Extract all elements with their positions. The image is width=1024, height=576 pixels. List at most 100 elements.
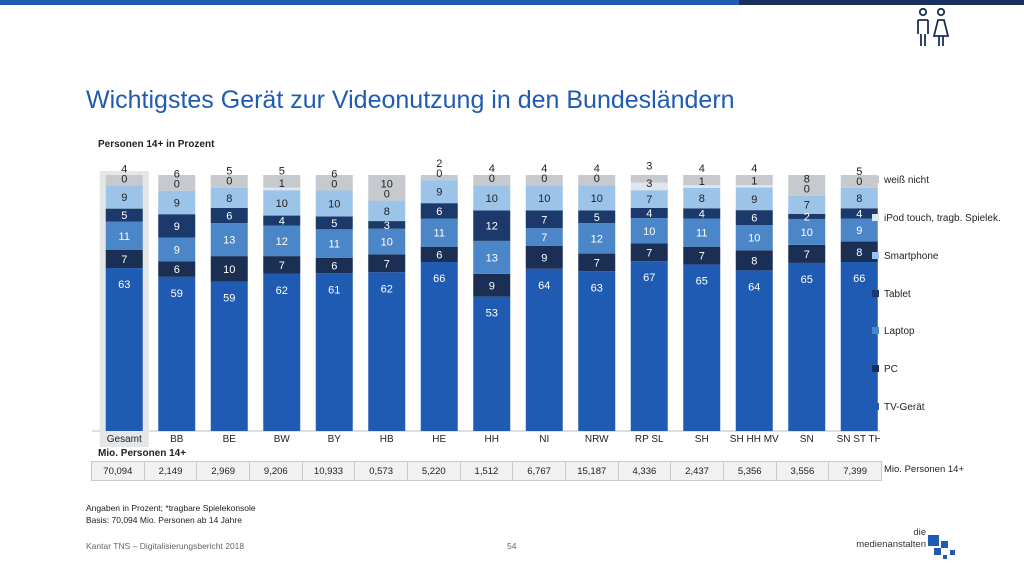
- bar-segment-laptop-nrw: [578, 223, 616, 254]
- bar-segment-tv-ger-t-sh: [683, 264, 721, 431]
- data-label-tv-ger-t-hh: 53: [486, 308, 498, 320]
- x-tick-label-sn-st-th: SN ST TH: [837, 434, 880, 445]
- data-label-pc-by: 6: [331, 261, 337, 273]
- bar-segment-ipod-touch-tragb-spielek-bw: [263, 187, 301, 191]
- data-label-wei-nicht-gesamt: 4: [121, 163, 127, 175]
- data-label-tablet-he: 6: [436, 206, 442, 218]
- bar-segment-tablet-bb: [158, 214, 196, 238]
- data-label-tablet-rp-sl: 4: [646, 208, 652, 220]
- data-label-laptop-ni: 7: [541, 232, 547, 244]
- footer-source: Kantar TNS – Digitalisierungsbericht 201…: [86, 541, 245, 551]
- bar-segment-smartphone-ni: [525, 185, 563, 211]
- data-label-ipod-touch-tragb-spielek-rp-sl: 3: [646, 178, 652, 190]
- page-number: 54: [507, 541, 517, 551]
- mio-table: 70,094 2,149 2,969 9,206 10,933 0,573 5,…: [91, 461, 882, 481]
- x-tick-label-hb: HB: [380, 434, 394, 445]
- bar-segment-tablet-sn-st-th: [840, 208, 878, 219]
- data-label-smartphone-ni: 10: [538, 193, 550, 205]
- bar-segment-laptop-sn: [788, 218, 826, 245]
- data-label-smartphone-hb: 8: [384, 206, 390, 218]
- x-tick-label-sh: SH: [695, 434, 709, 445]
- bar-segment-smartphone-by: [315, 190, 353, 217]
- bar-segment-wei-nicht-be: [210, 175, 248, 188]
- bar-segment-tv-ger-t-gesamt: [105, 268, 143, 431]
- bar-segment-smartphone-gesamt: [105, 185, 143, 209]
- bar-segment-wei-nicht-bb: [158, 175, 196, 191]
- data-label-wei-nicht-rp-sl: 3: [646, 161, 652, 173]
- logo-squares-icon: [928, 535, 955, 559]
- bar-segment-wei-nicht-rp-sl: [630, 175, 668, 183]
- data-label-pc-sn-st-th: 8: [856, 247, 862, 259]
- data-label-ipod-touch-tragb-spielek-sn-st-th: 0: [856, 176, 862, 188]
- data-label-pc-sh: 7: [699, 251, 705, 263]
- data-label-tv-ger-t-sh-hh-mv: 64: [748, 281, 760, 293]
- data-label-tv-ger-t-hb: 62: [381, 283, 393, 295]
- table-cell: 2,437: [670, 461, 724, 481]
- bar-segment-tv-ger-t-be: [210, 281, 248, 431]
- data-label-laptop-sh: 11: [696, 228, 707, 240]
- data-label-ipod-touch-tragb-spielek-hb: 0: [384, 189, 390, 201]
- data-label-tablet-hh: 12: [486, 221, 498, 233]
- bar-segment-wei-nicht-ni: [525, 175, 563, 186]
- data-label-laptop-gesamt: 11: [119, 231, 130, 243]
- bar-segment-laptop-sh-hh-mv: [735, 225, 773, 251]
- data-label-pc-hh: 9: [489, 280, 495, 292]
- bar-segment-ipod-touch-tragb-spielek-rp-sl: [630, 182, 668, 191]
- bar-segment-tv-ger-t-bw: [263, 273, 301, 431]
- data-label-tv-ger-t-bw: 62: [276, 285, 288, 297]
- bar-segment-tablet-hh: [473, 210, 511, 241]
- legend-item-weiss-nicht: weiß nicht: [872, 175, 929, 186]
- data-label-pc-gesamt: 7: [121, 254, 127, 266]
- data-label-ipod-touch-tragb-spielek-nrw: 0: [594, 173, 600, 185]
- bar-segment-smartphone-rp-sl: [630, 190, 668, 208]
- bar-segment-laptop-rp-sl: [630, 218, 668, 244]
- legend-label: Tablet: [884, 289, 911, 300]
- bar-segment-pc-ni: [525, 245, 563, 269]
- data-label-tablet-gesamt: 5: [121, 210, 127, 222]
- table-cell: 2,969: [196, 461, 250, 481]
- table-cell: 6,767: [512, 461, 566, 481]
- data-label-tv-ger-t-be: 59: [223, 292, 235, 304]
- bar-segment-ipod-touch-tragb-spielek-sh-hh-mv: [735, 185, 773, 188]
- data-label-tablet-sh-hh-mv: 6: [751, 213, 757, 225]
- data-label-wei-nicht-be: 5: [226, 166, 232, 178]
- bar-segment-tv-ger-t-sn: [788, 262, 826, 431]
- data-label-laptop-be: 13: [223, 235, 235, 247]
- bar-segment-smartphone-sn-st-th: [840, 187, 878, 209]
- bar-segment-pc-be: [210, 256, 248, 282]
- bar-segment-tv-ger-t-nrw: [578, 271, 616, 431]
- bar-segment-pc-bb: [158, 261, 196, 277]
- legend-label: TV-Gerät: [884, 402, 925, 413]
- data-label-ipod-touch-tragb-spielek-sh: 1: [699, 176, 705, 188]
- x-tick-label-bw: BW: [274, 434, 291, 445]
- data-label-smartphone-hh: 10: [486, 193, 498, 205]
- data-label-smartphone-bw: 10: [276, 198, 288, 210]
- bar-segment-laptop-sh: [683, 218, 721, 247]
- table-cell: 3,556: [775, 461, 830, 481]
- legend-label: Smartphone: [884, 251, 939, 262]
- data-label-smartphone-nrw: 10: [591, 193, 603, 205]
- data-label-wei-nicht-he: 2: [436, 158, 442, 170]
- data-label-tablet-by: 5: [331, 218, 337, 230]
- data-label-smartphone-sh: 8: [699, 193, 705, 205]
- data-label-laptop-hh: 13: [486, 252, 498, 264]
- mio-side-label: Mio. Personen 14+: [884, 464, 965, 475]
- data-label-tablet-sn: 2: [804, 211, 810, 223]
- x-tick-label-rp-sl: RP SL: [635, 434, 664, 445]
- bar-segment-smartphone-be: [210, 187, 248, 208]
- bar-segment-tv-ger-t-sh-hh-mv: [735, 270, 773, 431]
- bar-segment-smartphone-nrw: [578, 185, 616, 211]
- data-label-wei-nicht-sh-hh-mv: 4: [751, 163, 757, 175]
- legend-label: weiß nicht: [884, 175, 930, 186]
- bar-segment-tv-ger-t-by: [315, 273, 353, 431]
- data-label-laptop-bb: 9: [174, 244, 180, 256]
- legend-swatch: [872, 403, 879, 410]
- data-label-smartphone-he: 9: [436, 187, 442, 199]
- bar-segment-wei-nicht-hb: [368, 175, 406, 201]
- bar-segment-wei-nicht-sh: [683, 175, 721, 186]
- data-label-wei-nicht-hb: 10: [381, 179, 393, 191]
- data-label-tablet-bw: 4: [279, 216, 285, 228]
- bar-segment-smartphone-bw: [263, 190, 301, 216]
- bar-segment-laptop-bb: [158, 237, 196, 262]
- data-label-pc-nrw: 7: [594, 257, 600, 269]
